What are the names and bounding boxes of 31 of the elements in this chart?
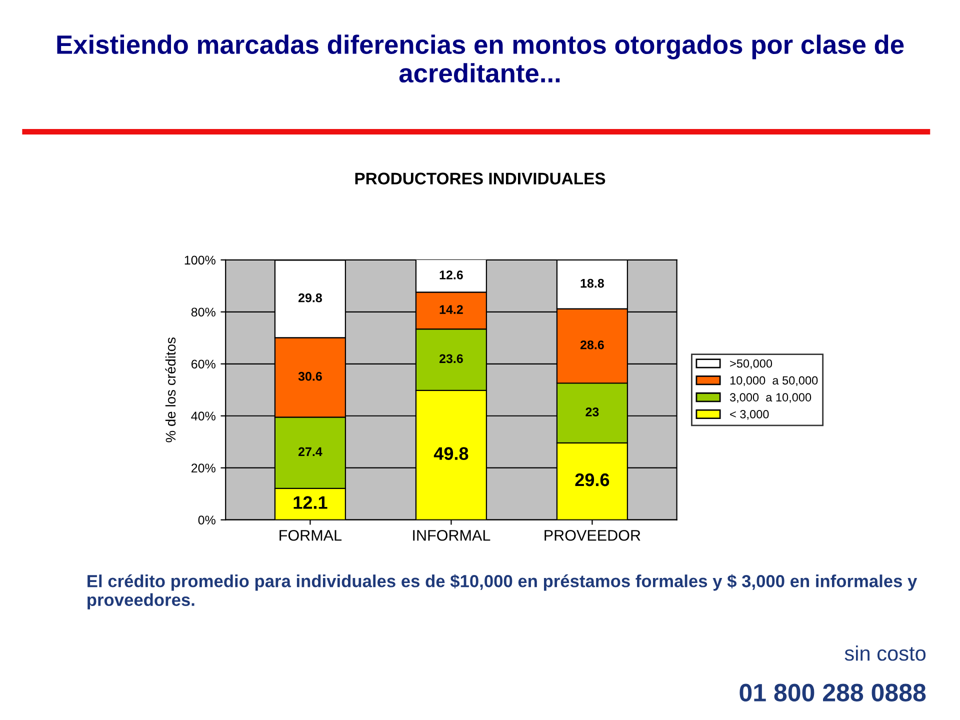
y-tick-label: 60% xyxy=(191,360,216,369)
data-label: 14.2 xyxy=(440,305,463,314)
legend-label: < 3,000 xyxy=(730,410,769,420)
data-label: 12.6 xyxy=(440,270,463,280)
data-label: 29.8 xyxy=(298,293,322,302)
data-label: 49.8 xyxy=(434,447,468,460)
y-tick-label: 40% xyxy=(191,412,216,421)
legend-label: >50,000 xyxy=(730,359,772,370)
x-tick-label: PROVEEDOR xyxy=(544,530,640,541)
x-tick-label: FORMAL xyxy=(280,530,342,541)
text: El crédito promedio para individuales es de $10,000 en préstamos formales y $ 3,000 en informales y proveedores. xyxy=(88,574,918,610)
y-axis-title: % de los créditos xyxy=(165,338,176,442)
data-label: 30.6 xyxy=(298,372,322,381)
data-label: 12.1 xyxy=(294,496,328,509)
chart-title: Existiendo marcadas diferencias en montos otorgados por clase de acreditante... xyxy=(57,34,904,83)
y-tick-label: 0% xyxy=(198,516,216,524)
y-tick-label: 20% xyxy=(191,464,216,473)
data-label: 23.6 xyxy=(439,354,463,364)
data-label: 23 xyxy=(586,408,599,416)
legend-label: 3,000 a 10,000 xyxy=(730,393,812,403)
data-label: 28.6 xyxy=(580,340,604,350)
text: 01 800 288 0888 xyxy=(740,684,926,702)
y-tick-label: 80% xyxy=(191,308,216,317)
y-tick-label: 100% xyxy=(184,256,216,265)
legend-label: 10,000 a 50,000 xyxy=(730,376,818,386)
chart-subtitle: PRODUCTORES INDIVIDUALES xyxy=(355,172,606,184)
data-label: 27.4 xyxy=(298,447,322,456)
text: sin costo xyxy=(844,645,926,661)
data-label: 29.6 xyxy=(575,473,610,486)
x-tick-label: INFORMAL xyxy=(413,530,490,541)
data-label: 18.8 xyxy=(580,278,604,288)
